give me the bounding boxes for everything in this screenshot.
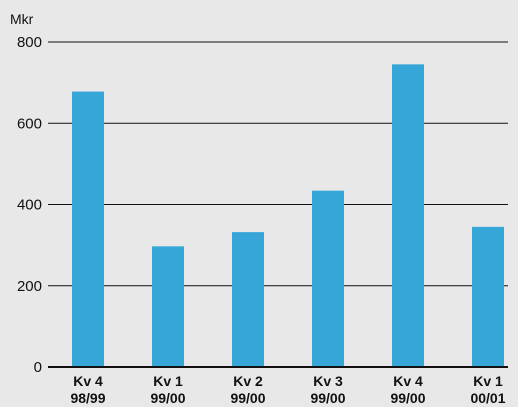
bar	[232, 232, 264, 367]
y-tick-label: 200	[17, 278, 42, 295]
y-tick-labels: 0 200 400 600 800	[17, 34, 42, 376]
bar	[472, 226, 504, 367]
y-tick-label: 0	[34, 359, 42, 376]
bars	[72, 64, 504, 367]
x-tick-label: Kv 1 99/00	[150, 373, 185, 406]
x-tick-label: Kv 4 98/99	[70, 373, 105, 406]
x-tick-labels: Kv 4 98/99 Kv 1 99/00 Kv 2 99/00 Kv 3 99/00 Kv 4…	[70, 373, 505, 406]
x-tick-label: Kv 3 99/00	[310, 373, 345, 406]
bar	[312, 190, 344, 367]
bar	[72, 91, 104, 367]
gridlines	[48, 41, 508, 287]
x-tick-label: Kv 4 99/00	[390, 373, 425, 406]
x-tick-label: Kv 1 00/01	[470, 373, 505, 406]
bar	[152, 246, 184, 367]
x-tick-label: Kv 2 99/00	[230, 373, 265, 406]
bar	[392, 64, 424, 367]
y-tick-label: 600	[17, 115, 42, 132]
y-unit-label: Mkr	[10, 11, 34, 27]
y-tick-label: 400	[17, 197, 42, 214]
y-tick-label: 800	[17, 34, 42, 51]
